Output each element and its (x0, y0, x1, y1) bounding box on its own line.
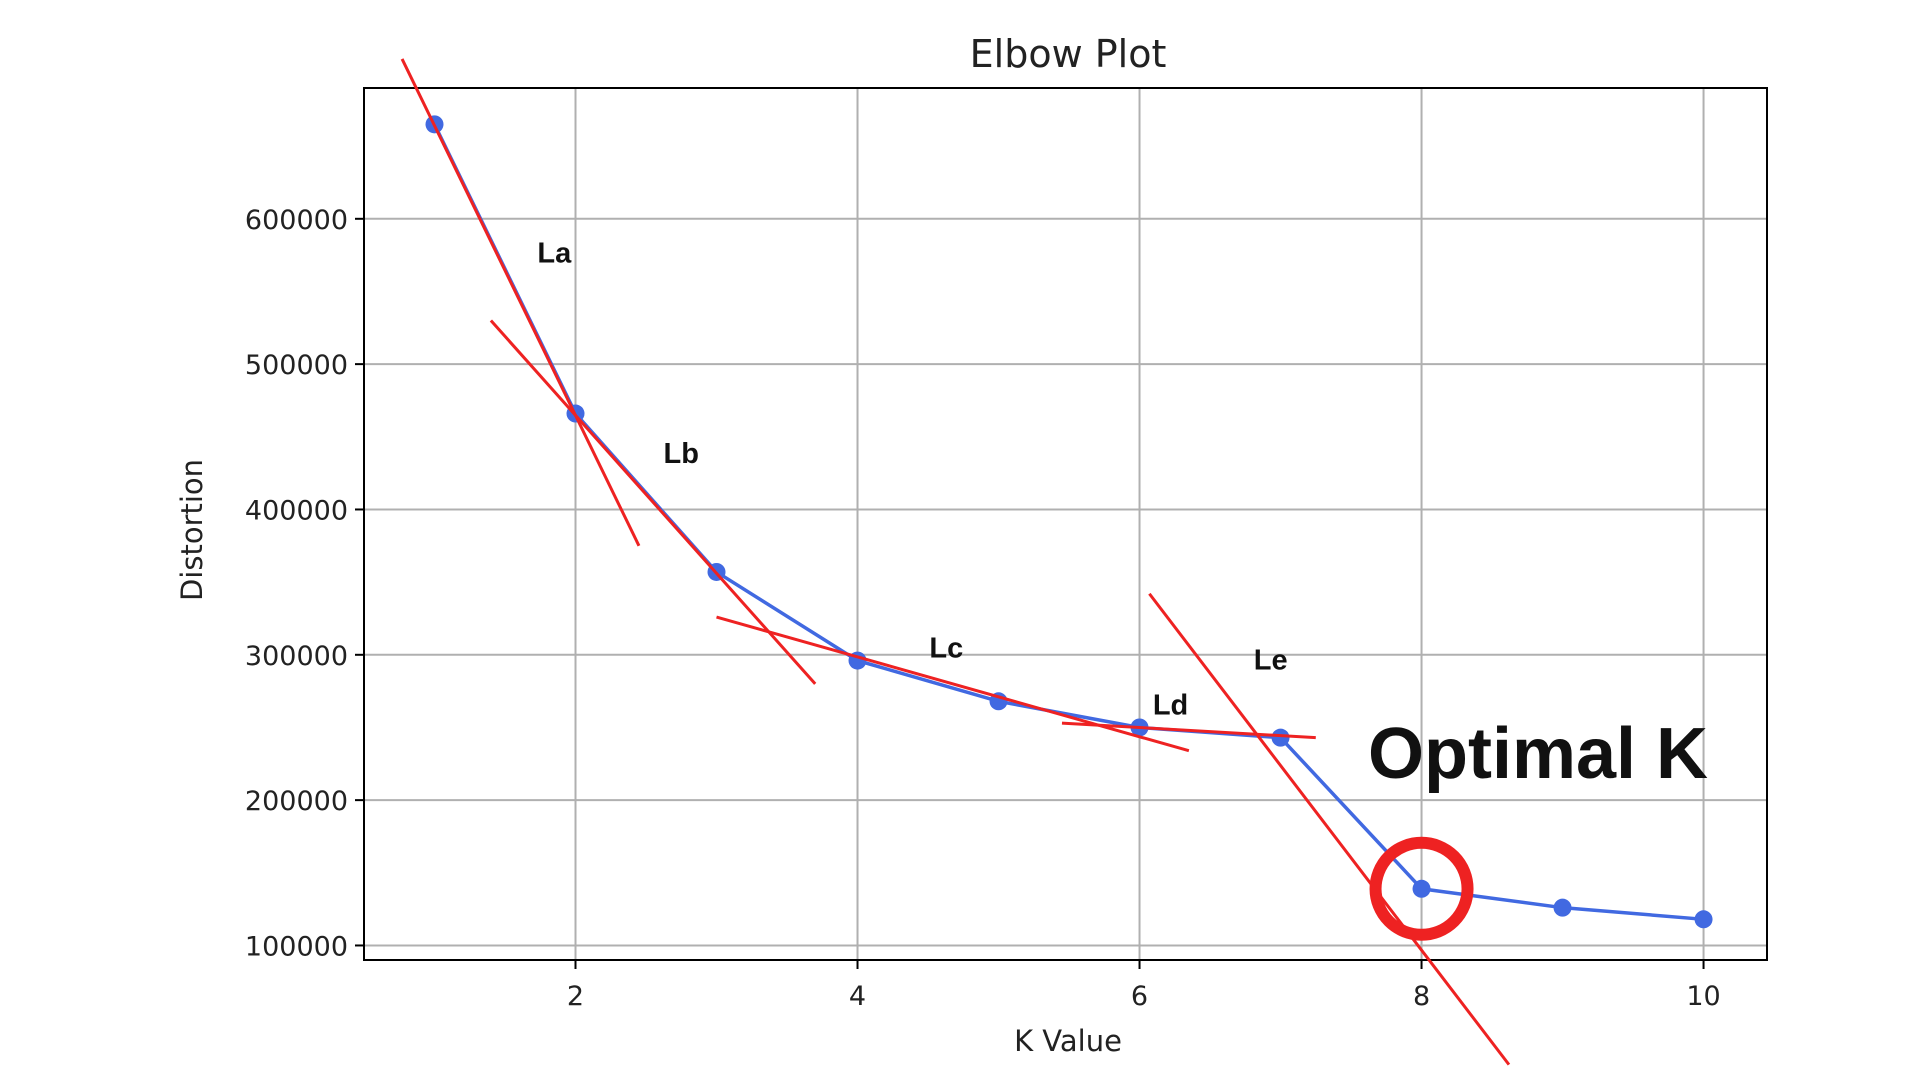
data-point (1412, 879, 1431, 898)
data-point (1553, 898, 1572, 917)
data-point (1694, 910, 1713, 929)
tangent-label-le: Le (1254, 644, 1288, 676)
y-tick-label: 100000 (245, 931, 348, 962)
plot-frame (363, 87, 1768, 961)
y-tick-label: 200000 (245, 786, 348, 817)
grid-lines (364, 88, 1767, 960)
axis-ticks: 2 4 6 8 10 100000 200000 300000 400000 500000 6000… (245, 205, 1721, 1012)
y-tick-label: 500000 (245, 350, 348, 381)
optimal-k-label: Optimal K (1368, 714, 1708, 794)
x-tick-label: 2 (567, 981, 584, 1012)
tangent-line-ld (1061, 721, 1316, 740)
tangent-label-lb: Lb (664, 438, 699, 470)
y-tick-label: 300000 (245, 641, 348, 672)
y-axis-label: Distortion (175, 459, 209, 601)
x-tick-label: 10 (1686, 981, 1720, 1012)
x-tick-label: 6 (1131, 981, 1148, 1012)
data-point (1271, 728, 1290, 747)
optimal-k-circle (1369, 836, 1474, 941)
series-layer (425, 115, 1713, 929)
x-tick-label: 4 (849, 981, 866, 1012)
tangent-label-ld: Ld (1153, 689, 1188, 721)
x-axis-label: K Value (1014, 1024, 1122, 1058)
tangent-line-le (1148, 592, 1511, 1066)
tangent-label-la: La (537, 237, 572, 269)
y-tick-label: 600000 (245, 205, 348, 236)
x-tick-label: 8 (1413, 981, 1430, 1012)
tangent-line-la (400, 58, 641, 547)
tangent-label-lc: Lc (929, 633, 963, 665)
y-tick-label: 400000 (245, 495, 348, 526)
tangent-line-lb (489, 319, 817, 685)
annotation-layer: La Lb Lc Ld Le Optimal K (400, 58, 1708, 1066)
tangent-line-lc (716, 615, 1190, 753)
chart-title: Elbow Plot (970, 32, 1167, 76)
